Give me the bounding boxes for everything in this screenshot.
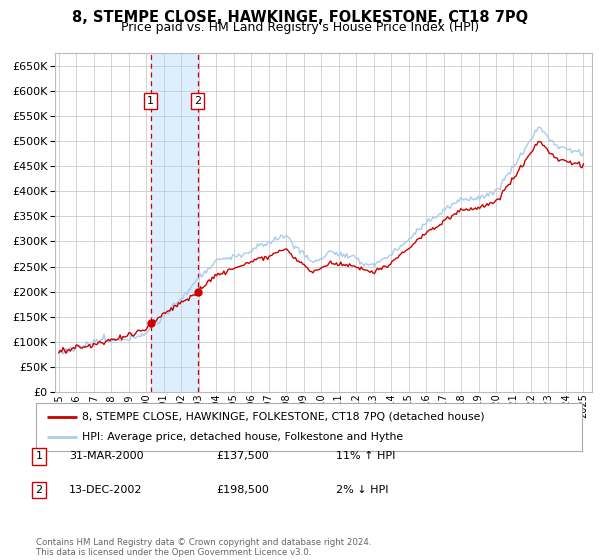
Text: 8, STEMPE CLOSE, HAWKINGE, FOLKESTONE, CT18 7PQ (detached house): 8, STEMPE CLOSE, HAWKINGE, FOLKESTONE, C… (82, 412, 485, 422)
Text: 2: 2 (194, 96, 202, 106)
Text: 8, STEMPE CLOSE, HAWKINGE, FOLKESTONE, CT18 7PQ: 8, STEMPE CLOSE, HAWKINGE, FOLKESTONE, C… (72, 10, 528, 25)
Bar (151, 53, 198, 392)
Text: 13-DEC-2002: 13-DEC-2002 (69, 485, 143, 495)
Text: Contains HM Land Registry data © Crown copyright and database right 2024.
This d: Contains HM Land Registry data © Crown c… (36, 538, 371, 557)
Text: Price paid vs. HM Land Registry's House Price Index (HPI): Price paid vs. HM Land Registry's House … (121, 21, 479, 34)
Text: 31-MAR-2000: 31-MAR-2000 (69, 451, 143, 461)
Text: £198,500: £198,500 (216, 485, 269, 495)
Text: 1: 1 (35, 451, 43, 461)
Text: 2% ↓ HPI: 2% ↓ HPI (336, 485, 389, 495)
Text: 11% ↑ HPI: 11% ↑ HPI (336, 451, 395, 461)
Text: £137,500: £137,500 (216, 451, 269, 461)
Text: HPI: Average price, detached house, Folkestone and Hythe: HPI: Average price, detached house, Folk… (82, 432, 404, 442)
Text: 1: 1 (147, 96, 154, 106)
Text: 2: 2 (35, 485, 43, 495)
